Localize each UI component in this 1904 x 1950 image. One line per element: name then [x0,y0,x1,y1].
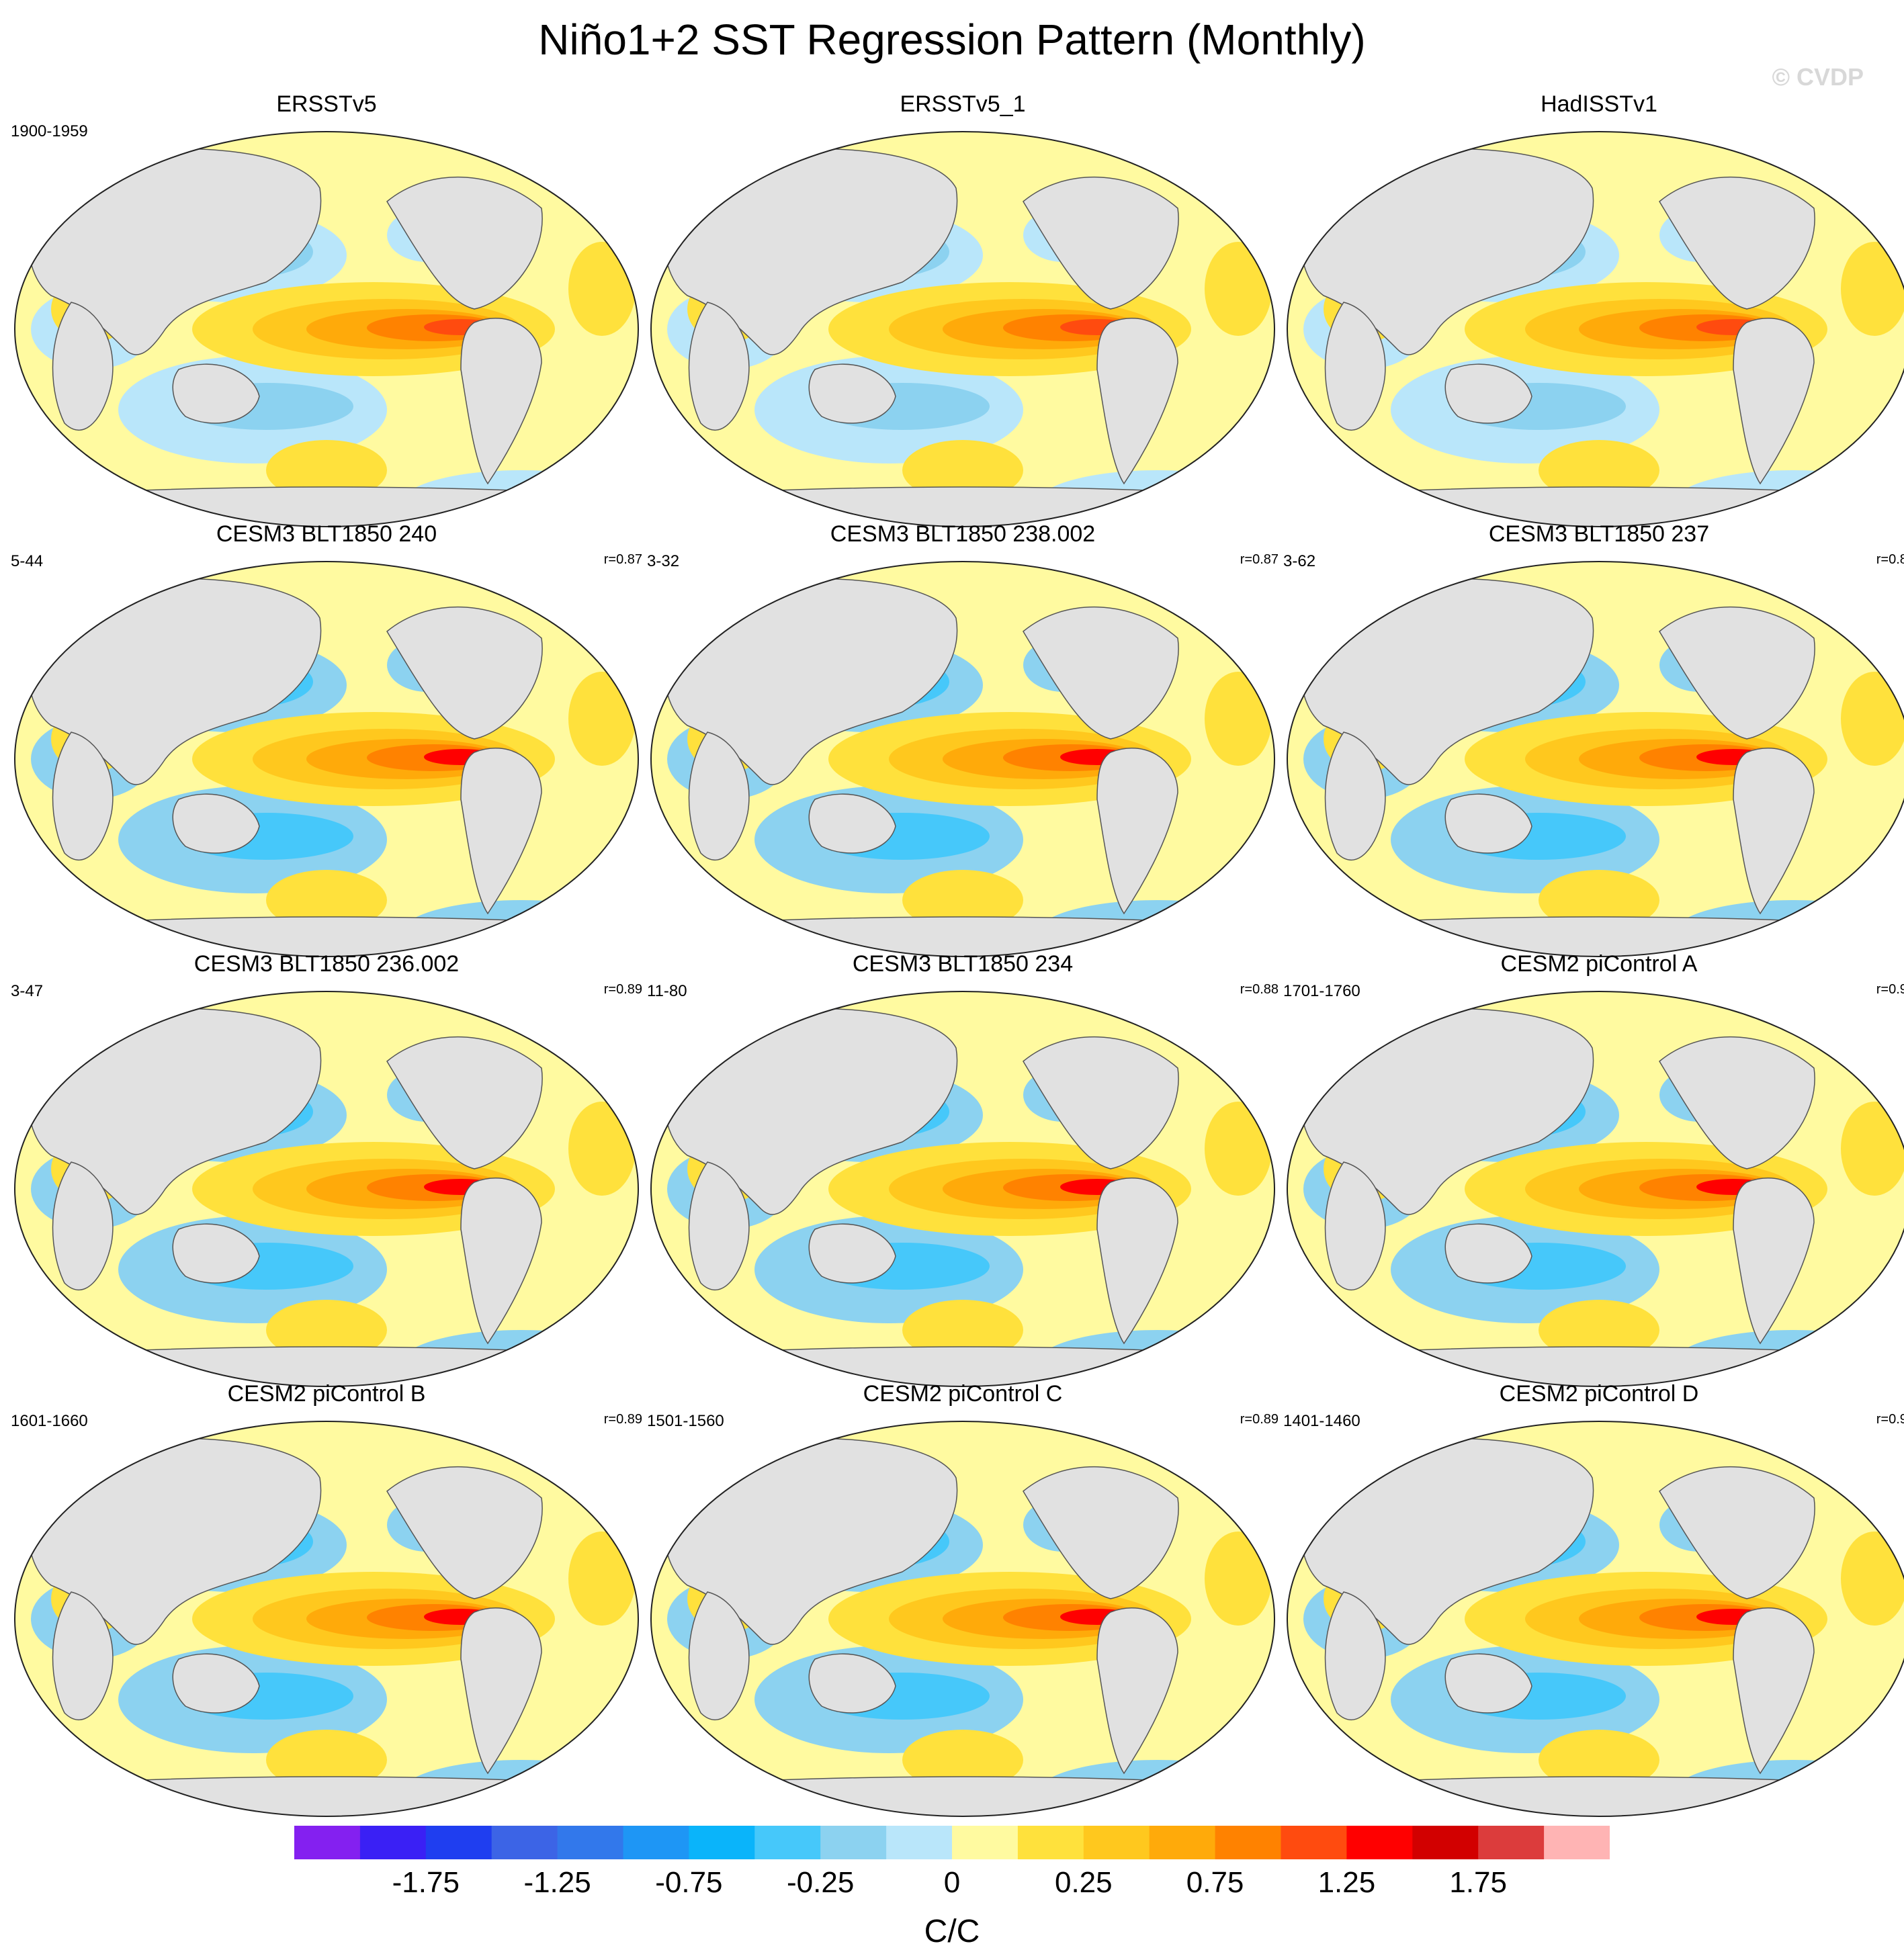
colorbar-swatch [820,1826,887,1859]
colorbar-swatch [1281,1826,1347,1859]
panel-pattern-correlation: r=0.88 [1876,552,1904,567]
colorbar-tick-label: 1.25 [1317,1866,1376,1899]
sst-map [1287,131,1904,527]
colorbar-tick-label: -1.25 [523,1866,591,1899]
map-panel: CESM3 BLT1850 238.002 3-32 r=0.87 [647,521,1279,958]
colorbar-swatch [1544,1826,1610,1859]
colorbar-swatch [952,1826,1019,1859]
panel-title: CESM3 BLT1850 238.002 [830,521,1096,547]
panel-title: ERSSTv5 [276,91,377,117]
panel-pattern-correlation: r=0.90 [1876,982,1904,997]
colorbar-swatch [1346,1826,1413,1859]
colorbar-swatch [1412,1826,1479,1859]
colorbar-tick-label: 0.25 [1054,1866,1113,1899]
panel-title: CESM2 piControl B [227,1381,426,1407]
panel-pattern-correlation: r=0.89 [1240,1412,1279,1427]
colorbar-tick-label: 0.75 [1186,1866,1244,1899]
land-masses [15,146,638,527]
colorbar-tick-label: -1.75 [392,1866,460,1899]
colorbar-swatch [557,1826,623,1859]
map-panel: CESM2 piControl B 1601-1660 r=0.89 [11,1381,642,1818]
map-panel: HadISSTv1 [1283,91,1904,528]
sst-map [650,131,1275,527]
panel-title: CESM2 piControl D [1499,1381,1699,1407]
colorbar-swatch [1215,1826,1281,1859]
colorbar-tick-label: 1.75 [1449,1866,1507,1899]
sst-map [14,131,639,527]
map-panel: CESM2 piControl C 1501-1560 r=0.89 [647,1381,1279,1818]
sst-map [650,561,1275,957]
panel-pattern-correlation: r=0.88 [1240,982,1279,997]
panel-period: 5-44 [11,552,44,570]
sst-map [14,561,639,957]
map-panel: CESM3 BLT1850 240 5-44 r=0.87 [11,521,642,958]
panel-title: CESM3 BLT1850 234 [852,951,1074,977]
map-panel: CESM2 piControl D 1401-1460 r=0.90 [1283,1381,1904,1818]
figure-title: Niño1+2 SST Regression Pattern (Monthly) [538,15,1366,64]
panel-pattern-correlation: r=0.87 [1240,552,1279,567]
sst-map [650,991,1275,1387]
warm-anomaly-regions [51,1532,636,1790]
panel-period: 1401-1460 [1283,1412,1360,1430]
panel-title: CESM3 BLT1850 240 [216,521,437,547]
sst-map [1287,561,1904,957]
panel-period: 3-62 [1283,552,1316,570]
sst-map [1287,1421,1904,1817]
panel-period: 3-47 [11,982,44,1000]
colorbar-tick-label: -0.25 [787,1866,855,1899]
panel-period: 1701-1760 [1283,982,1360,1000]
map-panel: ERSSTv5_1 [647,91,1279,528]
colorbar-swatch [623,1826,689,1859]
panel-title: HadISSTv1 [1541,91,1657,117]
map-panel: CESM3 BLT1850 237 3-62 r=0.88 [1283,521,1904,958]
colorbar-swatch [1478,1826,1545,1859]
panel-title: CESM2 piControl A [1500,951,1698,977]
panel-period: 11-80 [647,982,687,1000]
panel-period: 3-32 [647,552,680,570]
sst-map [14,991,639,1387]
sst-map [650,1421,1275,1817]
land-masses [1287,146,1904,527]
colorbar-units: C/C [924,1914,980,1949]
map-panel: CESM2 piControl A 1701-1760 r=0.90 [1283,951,1904,1388]
colorbar-tick-label: -0.75 [655,1866,723,1899]
panel-period: 1501-1560 [647,1412,724,1430]
colorbar [294,1826,1610,1859]
panel-title: CESM3 BLT1850 237 [1488,521,1710,547]
map-panel: ERSSTv5 1900-1959 [11,91,642,528]
colorbar-swatch [1083,1826,1150,1859]
panel-period: 1900-1959 [11,122,88,140]
colorbar-swatch [754,1826,821,1859]
colorbar-swatch [1017,1826,1084,1859]
warm-anomaly-regions [1324,672,1904,930]
colorbar-swatch [886,1826,953,1859]
panel-title: ERSSTv5_1 [900,91,1026,117]
panel-title: CESM3 BLT1850 236.002 [193,951,460,977]
colorbar-swatch [294,1826,361,1859]
panel-pattern-correlation: r=0.89 [603,982,642,997]
sst-map [14,1421,639,1817]
colorbar-tick-label: 0 [943,1866,961,1899]
panel-pattern-correlation: r=0.89 [603,1412,642,1427]
colorbar-swatch [1149,1826,1216,1859]
colorbar-swatch [689,1826,755,1859]
colorbar-swatch [491,1826,558,1859]
colorbar-swatch [425,1826,492,1859]
panel-pattern-correlation: r=0.90 [1876,1412,1904,1427]
sst-map [1287,991,1904,1387]
panel-pattern-correlation: r=0.87 [603,552,642,567]
panel-period: 1601-1660 [11,1412,88,1430]
colorbar-swatch [359,1826,427,1859]
panel-title: CESM2 piControl C [863,1381,1063,1407]
cvdp-watermark: © CVDP [1772,63,1864,91]
map-panel: CESM3 BLT1850 236.002 3-47 r=0.89 [11,951,642,1388]
map-panel: CESM3 BLT1850 234 11-80 r=0.88 [647,951,1279,1388]
